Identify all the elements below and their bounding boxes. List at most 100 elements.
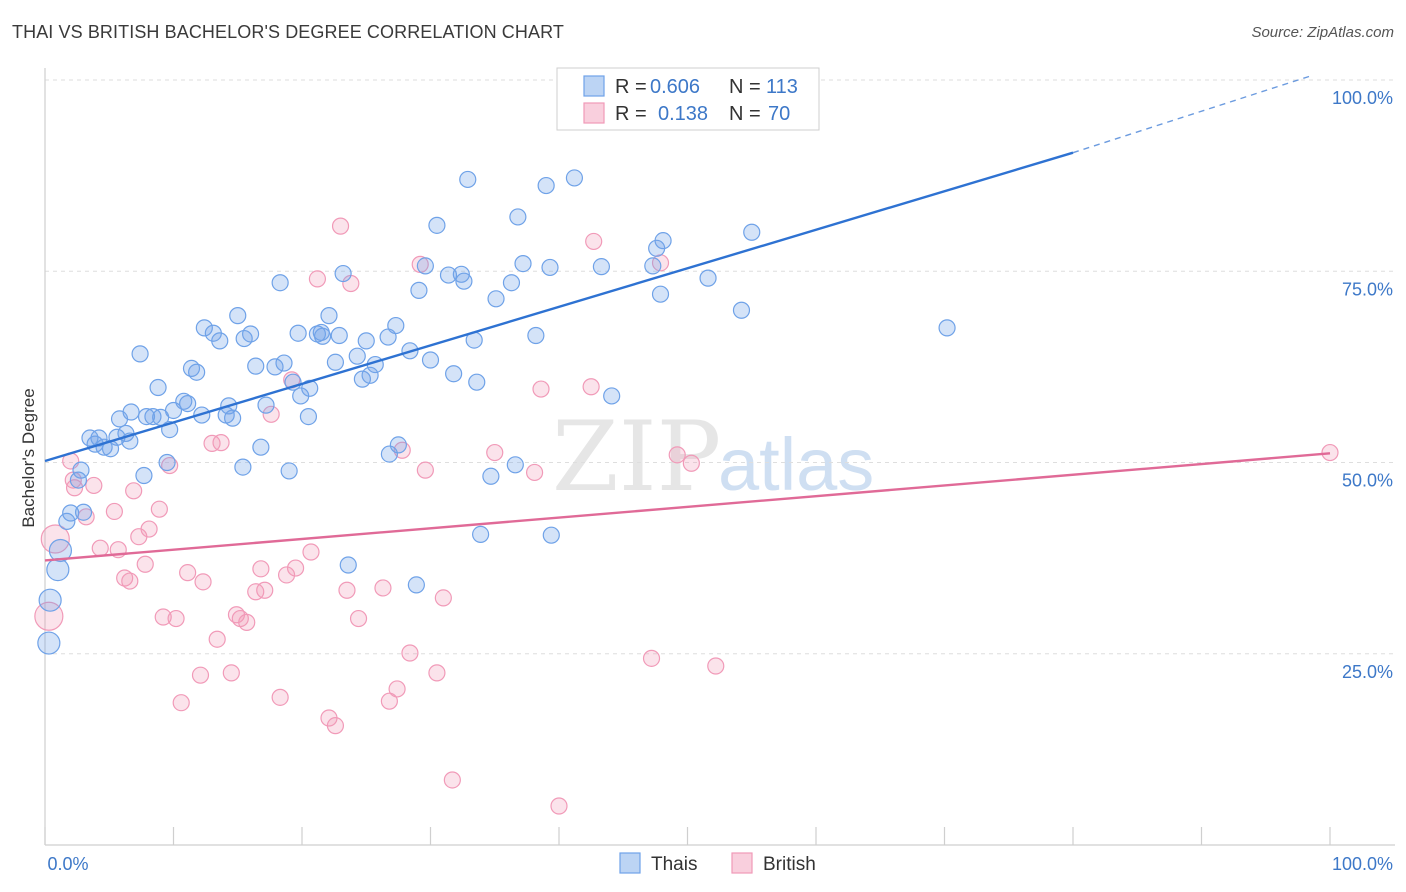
trend-lines bbox=[44, 75, 1331, 562]
data-point-thais bbox=[565, 169, 584, 187]
data-point-british bbox=[91, 539, 109, 557]
data-point-thais bbox=[137, 408, 156, 426]
data-point-thais bbox=[509, 208, 527, 226]
data-point-thais bbox=[224, 409, 242, 427]
data-point-thais bbox=[699, 269, 717, 287]
y-axis-title: Bachelor's Degree bbox=[19, 388, 38, 527]
data-point-british bbox=[252, 560, 270, 578]
legend-n-value: 113 bbox=[766, 76, 798, 98]
data-point-british bbox=[326, 717, 345, 735]
data-point-british bbox=[682, 454, 700, 472]
data-point-thais bbox=[380, 445, 398, 463]
data-point-thais bbox=[122, 403, 140, 421]
data-point-thais bbox=[468, 373, 486, 391]
data-point-thais bbox=[592, 258, 611, 276]
data-point-thais bbox=[299, 408, 318, 426]
data-point-thais bbox=[211, 332, 229, 350]
data-point-british bbox=[40, 524, 70, 554]
data-point-british bbox=[642, 649, 661, 667]
data-point-thais bbox=[247, 357, 265, 375]
data-point-british bbox=[374, 579, 392, 597]
data-point-thais bbox=[487, 290, 505, 308]
data-point-thais bbox=[389, 436, 407, 454]
watermark: ZIP atlas bbox=[552, 401, 874, 513]
data-point-british bbox=[349, 609, 368, 628]
data-point-thais bbox=[179, 394, 197, 413]
data-point-british bbox=[401, 644, 419, 662]
data-point-british bbox=[1321, 443, 1339, 462]
bottom-legend: Thais British bbox=[619, 852, 816, 875]
data-point-british bbox=[140, 520, 158, 538]
data-point-thais bbox=[62, 504, 80, 522]
axes bbox=[44, 68, 1395, 846]
data-point-british bbox=[271, 688, 289, 706]
data-point-thais bbox=[38, 588, 62, 612]
data-point-thais bbox=[37, 631, 61, 655]
data-point-thais bbox=[407, 576, 425, 594]
data-point-thais bbox=[271, 274, 289, 292]
data-point-thais bbox=[149, 378, 167, 397]
legend-box: R = 0.606 N = 113 R = 0.138 N = 70 bbox=[556, 67, 820, 131]
british-points bbox=[34, 217, 1339, 815]
bottom-legend-label-thais: Thais bbox=[651, 854, 697, 875]
x-tick-labels: 0.0% 100.0% bbox=[47, 854, 1393, 874]
data-point-british bbox=[222, 664, 240, 682]
data-point-thais bbox=[361, 366, 379, 384]
data-point-thais bbox=[301, 379, 319, 397]
watermark-atlas: atlas bbox=[718, 423, 874, 506]
y-tick-label: 100.0% bbox=[1332, 88, 1393, 108]
data-point-british bbox=[388, 680, 406, 698]
data-point-thais bbox=[131, 345, 149, 363]
bottom-legend-label-british: British bbox=[763, 854, 816, 875]
data-point-thais bbox=[135, 466, 153, 485]
data-point-thais bbox=[339, 556, 357, 574]
data-point-thais bbox=[654, 232, 672, 250]
data-point-british bbox=[256, 581, 274, 599]
data-point-thais bbox=[326, 353, 345, 371]
data-point-thais bbox=[330, 326, 348, 345]
data-point-british bbox=[707, 657, 725, 675]
data-point-thais bbox=[542, 526, 560, 544]
data-point-thais bbox=[506, 456, 524, 474]
data-point-thais bbox=[537, 176, 555, 195]
legend-swatch-thais bbox=[583, 75, 605, 97]
data-point-thais bbox=[743, 223, 761, 241]
data-point-thais bbox=[72, 461, 90, 479]
data-point-thais bbox=[439, 266, 458, 284]
data-point-british bbox=[550, 797, 568, 815]
data-point-thais bbox=[234, 458, 252, 476]
data-point-thais bbox=[527, 326, 545, 345]
data-point-british bbox=[105, 502, 123, 521]
data-point-thais bbox=[472, 525, 490, 544]
data-point-british bbox=[380, 692, 398, 710]
data-point-thais bbox=[275, 354, 293, 372]
data-point-british bbox=[194, 573, 212, 591]
data-point-british bbox=[262, 405, 280, 423]
data-point-thais bbox=[732, 301, 751, 319]
data-point-thais bbox=[46, 557, 70, 582]
data-point-british bbox=[172, 694, 190, 712]
bottom-legend-swatch-british bbox=[731, 852, 753, 874]
x-tick-label: 100.0% bbox=[1332, 854, 1393, 874]
data-point-thais bbox=[452, 265, 470, 283]
data-point-thais bbox=[482, 467, 500, 485]
y-tick-label: 25.0% bbox=[1342, 662, 1393, 682]
trend-line-thais bbox=[44, 151, 1074, 463]
data-point-british bbox=[161, 456, 179, 475]
legend-r-label: R = bbox=[615, 103, 647, 125]
data-point-british bbox=[125, 482, 143, 500]
chart-title: THAI VS BRITISH BACHELOR'S DEGREE CORREL… bbox=[12, 22, 564, 42]
data-point-thais bbox=[416, 257, 434, 275]
data-point-british bbox=[668, 446, 686, 464]
legend-n-value: 70 bbox=[768, 103, 790, 125]
data-point-thais bbox=[541, 258, 559, 277]
data-point-british bbox=[212, 434, 230, 452]
data-point-thais bbox=[428, 216, 446, 234]
data-point-british bbox=[191, 666, 210, 684]
data-point-thais bbox=[651, 285, 670, 303]
data-point-british bbox=[582, 378, 600, 396]
data-point-thais bbox=[353, 370, 371, 388]
data-point-british bbox=[121, 572, 139, 590]
data-point-british bbox=[238, 613, 256, 631]
